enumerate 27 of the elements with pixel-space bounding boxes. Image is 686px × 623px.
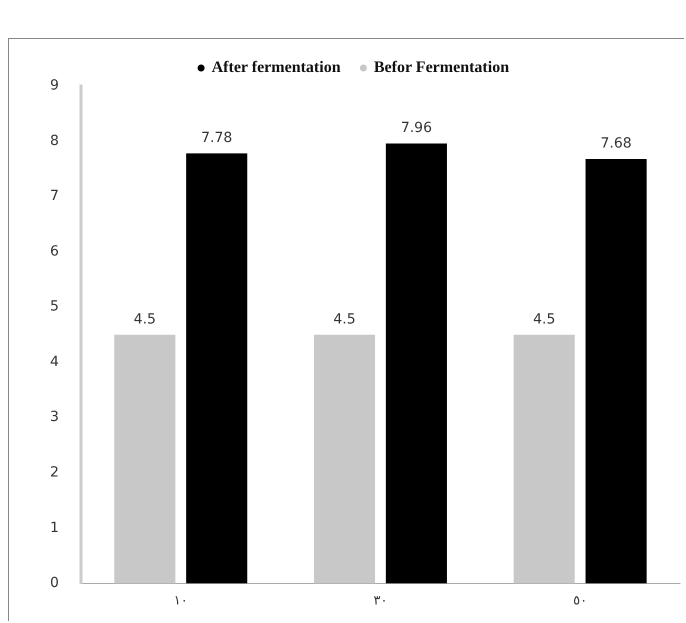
bar <box>586 158 647 584</box>
bar <box>186 153 248 584</box>
data-label: 7.68 <box>600 136 632 152</box>
y-tick-label: 9 <box>50 78 59 94</box>
bar <box>114 334 176 584</box>
legend-label: Befor Fermentation <box>374 59 510 76</box>
y-tick-label: 5 <box>50 298 59 315</box>
y-tick-label: 6 <box>50 243 59 260</box>
bar <box>514 334 575 584</box>
bar <box>386 143 447 584</box>
y-tick-label: 7 <box>50 188 59 204</box>
y-tick-label: 8 <box>50 132 59 149</box>
y-tick-label: 2 <box>50 464 59 481</box>
y-tick-label: 1 <box>50 520 59 536</box>
data-label: 4.5 <box>134 311 156 328</box>
y-tick-label: 4 <box>50 354 59 370</box>
data-label: 4.5 <box>533 311 556 328</box>
x-tick-label: ٣٠ <box>373 594 388 609</box>
legend-label: After fermentation <box>212 59 341 76</box>
y-tick-label: 3 <box>50 409 59 426</box>
data-label: 4.5 <box>333 311 356 328</box>
y-tick-label: 0 <box>50 575 59 592</box>
x-tick-label: ٥٠ <box>573 594 588 609</box>
data-label: 7.96 <box>400 120 432 136</box>
x-tick-label: ١٠ <box>174 594 188 609</box>
bar <box>314 334 376 584</box>
data-label: 7.78 <box>201 130 232 146</box>
